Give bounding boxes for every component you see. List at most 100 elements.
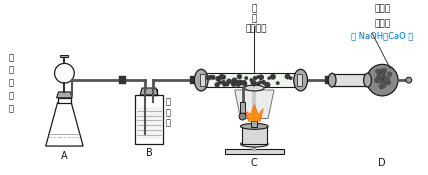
Text: 稀: 稀 (9, 79, 14, 88)
Bar (225, 149, 284, 154)
Text: B: B (146, 148, 152, 158)
Circle shape (377, 78, 382, 83)
Circle shape (259, 75, 264, 80)
Circle shape (259, 75, 264, 79)
Circle shape (375, 69, 380, 74)
Circle shape (237, 74, 242, 79)
Circle shape (382, 68, 387, 73)
Circle shape (366, 64, 398, 96)
Circle shape (225, 82, 229, 86)
Circle shape (215, 82, 220, 87)
Text: 干燥管: 干燥管 (374, 4, 390, 13)
Circle shape (242, 80, 247, 85)
Bar (141, 89, 157, 95)
Circle shape (221, 80, 226, 85)
Circle shape (384, 77, 390, 83)
Ellipse shape (328, 73, 336, 87)
Polygon shape (140, 88, 158, 95)
Polygon shape (235, 90, 274, 118)
Text: 硫: 硫 (9, 91, 14, 100)
Ellipse shape (364, 73, 372, 87)
Circle shape (256, 82, 260, 85)
Circle shape (276, 81, 279, 85)
Circle shape (387, 72, 392, 77)
Circle shape (257, 82, 261, 85)
Circle shape (218, 76, 221, 79)
Text: D: D (378, 158, 386, 168)
Circle shape (268, 77, 270, 80)
Circle shape (211, 75, 215, 80)
Circle shape (387, 81, 391, 85)
Text: 碌石灰: 碌石灰 (374, 19, 390, 28)
Circle shape (223, 83, 226, 87)
Bar (135, 95, 163, 144)
Circle shape (265, 82, 270, 88)
Bar (241, 126, 267, 144)
Circle shape (385, 79, 390, 84)
Circle shape (259, 80, 262, 84)
Bar (332, 74, 368, 86)
Bar (297, 74, 302, 86)
Bar (136, 107, 162, 139)
Circle shape (235, 81, 241, 87)
Circle shape (55, 63, 74, 83)
Bar (119, 76, 126, 84)
Circle shape (253, 76, 257, 80)
Text: A: A (61, 151, 68, 161)
Circle shape (238, 80, 243, 85)
Circle shape (218, 80, 222, 85)
Circle shape (232, 80, 237, 85)
Bar (251, 121, 257, 127)
Circle shape (221, 75, 226, 79)
Circle shape (406, 77, 412, 83)
Polygon shape (56, 92, 72, 98)
Circle shape (244, 76, 248, 80)
Ellipse shape (241, 123, 268, 129)
Circle shape (379, 84, 384, 89)
Bar (200, 74, 205, 86)
Circle shape (261, 80, 266, 85)
Ellipse shape (244, 85, 264, 91)
Circle shape (381, 69, 386, 74)
Text: 和: 和 (9, 66, 14, 75)
Text: （ NaOH、CaO ）: （ NaOH、CaO ） (351, 31, 413, 40)
Circle shape (251, 80, 257, 86)
Circle shape (380, 72, 386, 78)
Text: 管氧化铜: 管氧化铜 (246, 24, 267, 33)
Circle shape (250, 78, 253, 81)
Circle shape (374, 77, 380, 83)
Circle shape (381, 78, 385, 82)
Circle shape (289, 76, 292, 80)
Ellipse shape (241, 141, 268, 147)
Circle shape (383, 77, 388, 82)
Bar (240, 102, 246, 115)
Circle shape (219, 74, 224, 79)
Ellipse shape (294, 69, 307, 91)
Bar (203, 73, 299, 87)
Circle shape (243, 82, 247, 86)
Circle shape (379, 69, 383, 73)
Circle shape (381, 82, 386, 88)
Circle shape (256, 75, 260, 78)
Text: 玻: 玻 (252, 4, 257, 13)
Circle shape (232, 78, 237, 83)
Circle shape (231, 82, 236, 87)
Bar (60, 55, 68, 57)
Polygon shape (246, 105, 263, 121)
Ellipse shape (194, 69, 208, 91)
Text: C: C (251, 158, 258, 168)
Bar (325, 76, 333, 84)
Circle shape (226, 79, 232, 84)
Circle shape (239, 113, 246, 120)
Circle shape (285, 74, 290, 79)
Circle shape (250, 80, 253, 83)
Text: 锌: 锌 (9, 53, 14, 62)
Text: 浓
硫
酸: 浓 硫 酸 (166, 98, 171, 128)
Circle shape (209, 75, 213, 79)
Circle shape (379, 73, 384, 78)
Bar (190, 76, 198, 84)
Polygon shape (46, 103, 83, 146)
Circle shape (236, 80, 240, 85)
Circle shape (206, 75, 211, 80)
Circle shape (270, 74, 276, 79)
